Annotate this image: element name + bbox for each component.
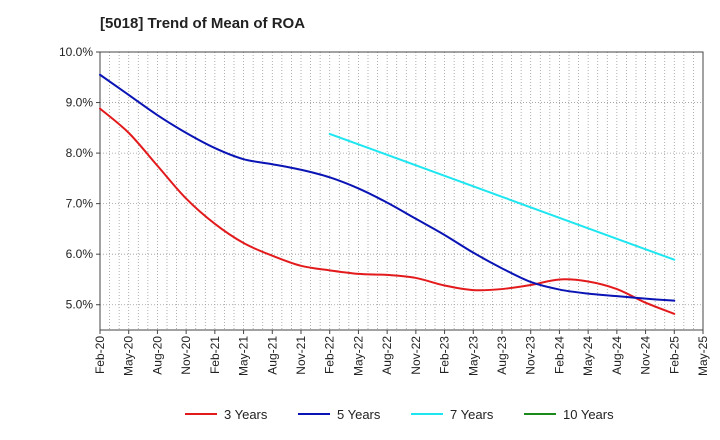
x-tick-label: Aug-20 [150, 336, 164, 375]
x-tick-label: Feb-24 [552, 336, 566, 374]
x-tick-label: Nov-22 [409, 336, 423, 375]
series-line-5-years [99, 73, 676, 302]
y-tick-label: 10.0% [59, 45, 93, 59]
x-tick-label: Feb-22 [323, 336, 337, 374]
series-layer [99, 73, 676, 315]
x-tick-label: May-25 [696, 336, 710, 376]
chart-title: [5018] Trend of Mean of ROA [100, 15, 306, 32]
x-tick-label: Nov-23 [524, 336, 538, 375]
series-line-3-years [99, 107, 676, 315]
x-tick-label: May-21 [237, 336, 251, 376]
x-tick-label: Feb-20 [93, 336, 107, 374]
y-tick-label: 8.0% [66, 146, 94, 160]
x-tick-label: Feb-23 [438, 336, 452, 374]
x-tick-label: Feb-21 [208, 336, 222, 374]
x-tick-label: May-22 [351, 336, 365, 376]
x-tick-label: Nov-20 [179, 336, 193, 375]
x-tick-label: May-23 [466, 336, 480, 376]
y-axis: 5.0% 6.0% 7.0% 8.0% 9.0% 10.0% [59, 45, 100, 312]
x-tick-label: Aug-23 [495, 336, 509, 375]
legend-label-10-years: 10 Years [563, 407, 614, 422]
y-tick-label: 6.0% [66, 247, 94, 261]
x-tick-label: Nov-24 [639, 336, 653, 375]
legend-label-5-years: 5 Years [337, 407, 381, 422]
x-tick-label: Nov-21 [294, 336, 308, 375]
y-tick-label: 7.0% [66, 197, 94, 211]
x-tick-label: Aug-22 [380, 336, 394, 375]
legend-label-7-years: 7 Years [450, 407, 494, 422]
x-tick-label: Aug-21 [265, 336, 279, 375]
x-tick-label: May-24 [581, 336, 595, 376]
y-tick-label: 9.0% [66, 96, 94, 110]
y-tick-label: 5.0% [66, 298, 94, 312]
x-axis: Feb-20 May-20 Aug-20 Nov-20 Feb-21 May-21 Aug-… [93, 330, 710, 376]
legend-label-3-years: 3 Years [224, 407, 268, 422]
grid-layer [100, 51, 703, 330]
x-tick-label: May-20 [122, 336, 136, 376]
x-tick-label: Feb-25 [667, 336, 681, 374]
legend: 3 Years 5 Years 7 Years 10 Years [185, 407, 614, 422]
x-tick-label: Aug-24 [610, 336, 624, 375]
series-line-7-years [328, 132, 676, 261]
plot-area [99, 51, 704, 331]
